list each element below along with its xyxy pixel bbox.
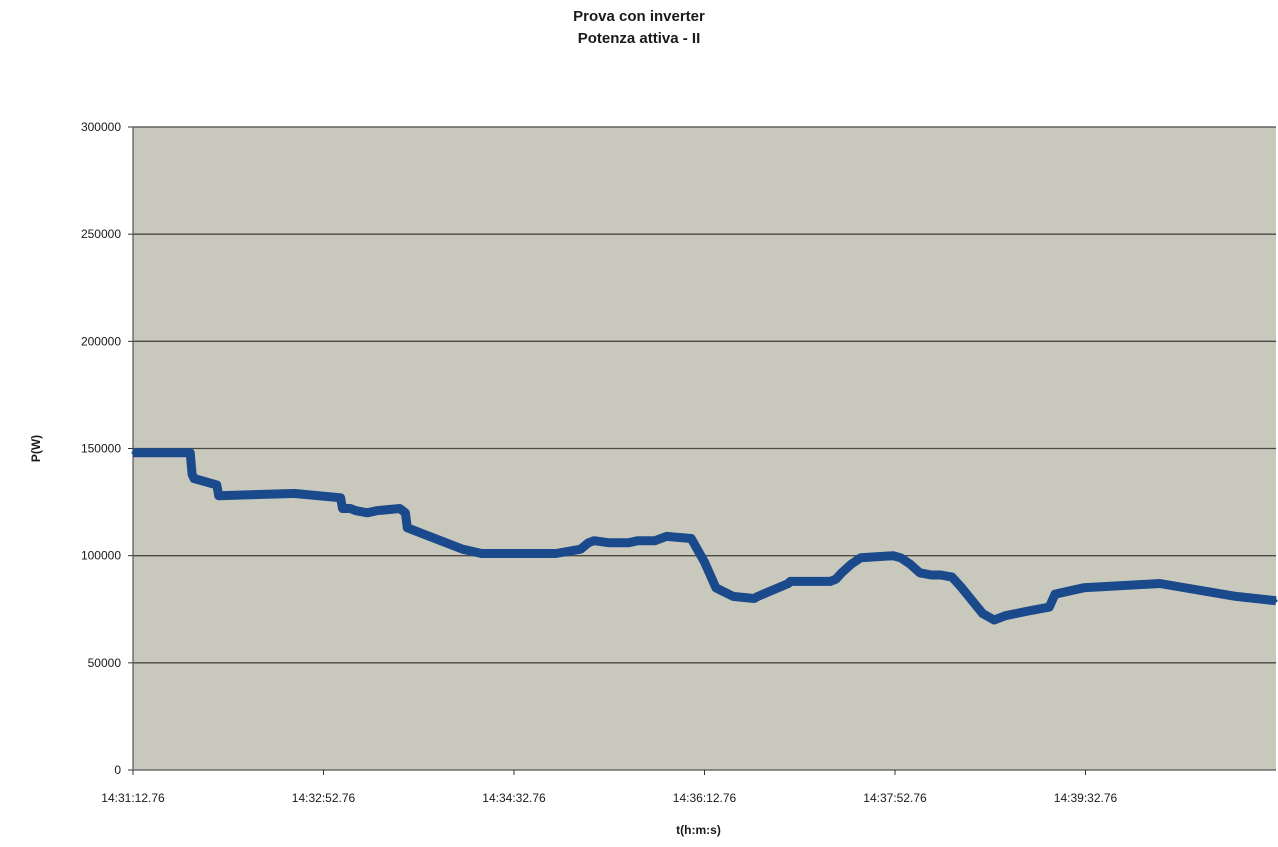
data-point bbox=[579, 547, 583, 551]
data-point bbox=[348, 507, 352, 510]
data-point bbox=[891, 554, 895, 558]
data-point bbox=[992, 618, 996, 622]
data-point bbox=[918, 571, 922, 575]
x-tick-labels: 14:31:12.76 14:32:52.76 14:34:32.76 14:36:1… bbox=[101, 791, 1117, 805]
data-point bbox=[586, 541, 590, 545]
data-point bbox=[828, 579, 832, 583]
data-point bbox=[756, 594, 760, 598]
data-point bbox=[192, 477, 196, 480]
data-point bbox=[1024, 609, 1028, 613]
x-axis-label: t(h:m:s) bbox=[676, 823, 721, 837]
data-point bbox=[981, 612, 985, 615]
y-tick-label: 300000 bbox=[81, 120, 121, 134]
data-point bbox=[653, 539, 657, 543]
data-point bbox=[788, 579, 792, 583]
data-point bbox=[1274, 599, 1278, 603]
data-point bbox=[365, 511, 369, 515]
data-point bbox=[215, 483, 219, 487]
data-point bbox=[1158, 582, 1162, 585]
x-tick-label: 14:31:12.76 bbox=[101, 791, 165, 805]
data-point bbox=[899, 556, 903, 560]
series-group bbox=[131, 448, 1278, 625]
y-tick-label: 0 bbox=[114, 763, 121, 777]
data-point bbox=[405, 526, 409, 530]
data-point bbox=[929, 573, 933, 577]
data-point bbox=[849, 562, 853, 566]
y-tick-labels: 0 50000 100000 150000 200000 250000 300000 bbox=[81, 120, 121, 777]
data-point bbox=[786, 582, 790, 585]
y-axis-label: P(W) bbox=[29, 435, 43, 462]
data-point bbox=[626, 541, 630, 545]
data-point bbox=[636, 539, 640, 543]
x-tick-label: 14:32:52.76 bbox=[292, 791, 356, 805]
data-point bbox=[293, 492, 297, 495]
data-point bbox=[950, 575, 954, 579]
y-tick-label: 100000 bbox=[81, 549, 121, 563]
data-point bbox=[375, 509, 379, 513]
data-point bbox=[341, 507, 344, 510]
data-point bbox=[840, 571, 844, 575]
data-point bbox=[398, 507, 402, 510]
data-point bbox=[607, 541, 611, 545]
data-point bbox=[1047, 605, 1051, 609]
x-tick-label: 14:39:32.76 bbox=[1054, 791, 1118, 805]
data-point bbox=[834, 577, 838, 581]
y-tick-label: 200000 bbox=[81, 334, 121, 348]
x-tick-label: 14:37:52.76 bbox=[863, 791, 927, 805]
data-point bbox=[1004, 614, 1007, 618]
data-point bbox=[1082, 586, 1086, 590]
x-tick-label: 14:34:32.76 bbox=[482, 791, 546, 805]
data-point bbox=[1234, 594, 1238, 598]
data-point bbox=[664, 534, 668, 538]
x-tick-label: 14:36:12.76 bbox=[673, 791, 737, 805]
data-point bbox=[908, 562, 912, 566]
data-point bbox=[752, 597, 756, 600]
chart-subtitle: Potenza attiva - II bbox=[577, 30, 701, 47]
data-point bbox=[188, 451, 192, 455]
data-point bbox=[592, 539, 596, 543]
data-point bbox=[703, 560, 706, 564]
data-point bbox=[859, 556, 863, 560]
data-point bbox=[731, 594, 735, 598]
data-point bbox=[689, 537, 693, 540]
data-point bbox=[339, 496, 343, 500]
data-point bbox=[554, 552, 558, 555]
data-point bbox=[354, 509, 358, 513]
y-tick-label: 250000 bbox=[81, 227, 121, 241]
data-point bbox=[403, 511, 407, 515]
data-point bbox=[714, 586, 718, 590]
y-tick-label: 50000 bbox=[88, 656, 122, 670]
data-point bbox=[1053, 592, 1057, 596]
data-point bbox=[960, 586, 964, 590]
data-point bbox=[217, 494, 221, 498]
y-tick-label: 150000 bbox=[81, 442, 121, 456]
data-point bbox=[461, 547, 465, 551]
data-point bbox=[131, 451, 135, 455]
data-point bbox=[939, 573, 943, 577]
chart-title: Prova con inverter bbox=[573, 8, 705, 25]
data-point bbox=[190, 472, 194, 476]
data-point bbox=[480, 552, 484, 555]
